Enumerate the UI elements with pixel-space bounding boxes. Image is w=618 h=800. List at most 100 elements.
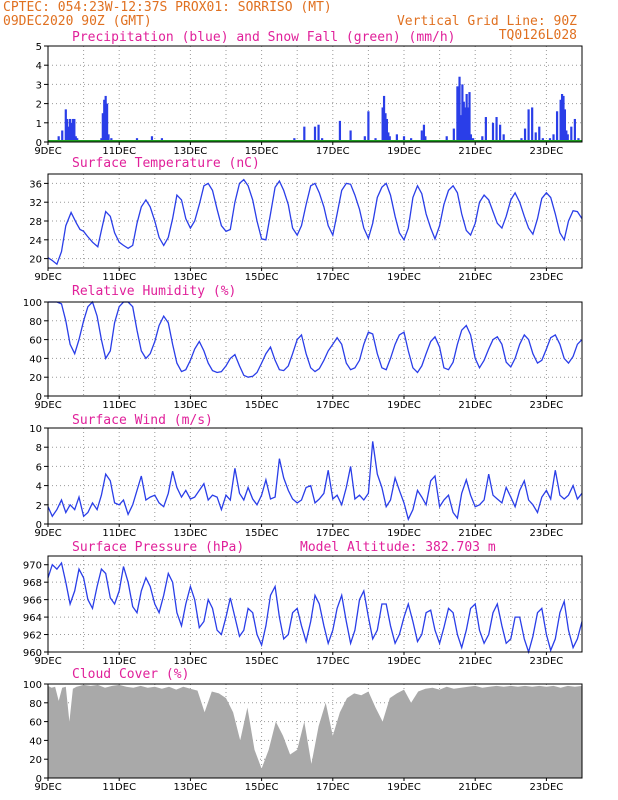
precip-bar bbox=[502, 134, 505, 142]
precip-xtick-label: 11DEC bbox=[102, 146, 136, 157]
precip-bar bbox=[73, 118, 76, 142]
precip-xtick-label: 23DEC bbox=[530, 146, 564, 157]
cloud-xtick-label: 13DEC bbox=[174, 782, 208, 793]
pres-ytick-label: 962 bbox=[23, 631, 42, 642]
pres-xtick-label: 19DEC bbox=[387, 656, 421, 667]
pres-xtick-label: 17DEC bbox=[316, 656, 350, 667]
precip-bar bbox=[573, 118, 576, 142]
cloud-xtick-label: 19DEC bbox=[387, 782, 421, 793]
cloud-xtick-label: 21DEC bbox=[458, 782, 492, 793]
wind-xtick-label: 19DEC bbox=[387, 528, 421, 539]
precip-bar bbox=[388, 136, 391, 142]
wind-ytick-label: 8 bbox=[36, 443, 42, 454]
temp-xtick-label: 11DEC bbox=[102, 272, 136, 283]
wind-panel: 0 2 4 6 8 10 9DEC 11DEC 13DEC 15DEC 17DEC 19DEC 21DE… bbox=[29, 424, 583, 539]
precip-bar bbox=[563, 109, 567, 142]
temp-xtick-label: 21DEC bbox=[458, 272, 492, 283]
precip-bar bbox=[74, 136, 77, 142]
cloud-ytick-label: 100 bbox=[23, 680, 42, 691]
wind-ytick-label: 0 bbox=[36, 520, 42, 531]
rh-ytick-label: 60 bbox=[29, 336, 42, 347]
wind-xtick-label: 11DEC bbox=[102, 528, 136, 539]
cloud-ytick-label: 20 bbox=[29, 755, 42, 766]
temp-title: Surface Temperature (nC) bbox=[72, 156, 260, 171]
precip-bar bbox=[381, 107, 384, 142]
temp-line bbox=[47, 178, 583, 266]
precip-bar bbox=[531, 107, 534, 142]
wind-xtick-label: 13DEC bbox=[174, 528, 208, 539]
precip-bar bbox=[555, 111, 559, 142]
precip-bar bbox=[104, 95, 107, 142]
precip-bar bbox=[64, 109, 67, 142]
precip-bar bbox=[491, 122, 495, 142]
pres-altitude: Model Altitude: 382.703 m bbox=[300, 540, 496, 555]
temp-xtick-label: 15DEC bbox=[245, 272, 279, 283]
precip-bar bbox=[313, 126, 317, 142]
pres-xtick-label: 21DEC bbox=[458, 656, 492, 667]
temp-panel: 20 24 28 32 36 9DEC 11DEC 13DEC 15DEC 17DEC 19DEC 2… bbox=[29, 173, 583, 283]
rh-panel: 0 20 40 60 80 100 9DEC 11DEC 13DEC 15DEC 17DEC 19DE… bbox=[23, 298, 583, 411]
pres-panel: 960 962 964 966 968 970 9DEC 11DEC 13DEC 15DEC 17D… bbox=[23, 555, 583, 667]
precip-bar bbox=[570, 126, 573, 142]
pres-ytick-label: 966 bbox=[23, 596, 42, 607]
precip-bar bbox=[420, 130, 423, 142]
wind-xtick-label: 21DEC bbox=[458, 528, 492, 539]
temp-ytick-label: 24 bbox=[29, 236, 42, 247]
precip-ytick-label: 2 bbox=[36, 100, 42, 111]
cloud-xtick-label: 9DEC bbox=[34, 782, 61, 793]
precip-ytick-label: 1 bbox=[36, 119, 42, 130]
precip-xtick-label: 17DEC bbox=[316, 146, 350, 157]
cloud-ytick-label: 0 bbox=[36, 774, 42, 785]
precip-bar bbox=[523, 128, 527, 142]
precip-ytick-label: 0 bbox=[36, 138, 42, 149]
precip-bar bbox=[385, 118, 389, 142]
temp-ytick-label: 20 bbox=[29, 255, 42, 266]
precip-bar bbox=[534, 132, 537, 142]
wind-ytick-label: 4 bbox=[36, 482, 42, 493]
precip-bar bbox=[107, 134, 110, 142]
panels: 0 1 2 3 4 5 9DEC 11DEC 13DEC 15DEC 17DEC 19DEC 21DEC… bbox=[23, 42, 583, 793]
wind-xtick-label: 23DEC bbox=[530, 528, 564, 539]
cloud-xtick-label: 17DEC bbox=[316, 782, 350, 793]
precip-bar bbox=[103, 99, 106, 142]
rh-ytick-label: 0 bbox=[36, 392, 42, 403]
precip-bar bbox=[150, 136, 154, 142]
temp-ytick-label: 36 bbox=[29, 179, 42, 190]
rh-xtick-label: 21DEC bbox=[458, 400, 492, 411]
precip-bar bbox=[445, 136, 448, 142]
precip-bar bbox=[384, 113, 387, 142]
precip-bar bbox=[57, 136, 60, 142]
rh-xtick-label: 9DEC bbox=[34, 400, 61, 411]
precip-xtick-label: 13DEC bbox=[174, 146, 208, 157]
precip-bar bbox=[484, 117, 487, 142]
precip-bar bbox=[395, 134, 398, 142]
precip-bar bbox=[559, 99, 562, 142]
rh-ytick-label: 100 bbox=[23, 298, 42, 309]
rh-xtick-label: 19DEC bbox=[387, 400, 421, 411]
wind-ytick-label: 10 bbox=[29, 424, 42, 435]
precip-bar bbox=[462, 101, 465, 142]
cloud-ytick-label: 40 bbox=[29, 736, 42, 747]
cloud-ytick-label: 60 bbox=[29, 718, 42, 729]
precip-bar bbox=[456, 86, 459, 142]
pres-xtick-label: 23DEC bbox=[530, 656, 564, 667]
precip-bar bbox=[422, 124, 426, 142]
wind-line bbox=[47, 441, 583, 522]
wind-frame bbox=[47, 427, 583, 525]
rh-title: Relative Humidity (%) bbox=[72, 284, 236, 299]
temp-ytick-label: 32 bbox=[29, 198, 42, 209]
precip-ytick-label: 4 bbox=[36, 61, 42, 72]
wind-title: Surface Wind (m/s) bbox=[72, 413, 213, 428]
precip-bar bbox=[67, 126, 70, 142]
precip-frame bbox=[47, 45, 583, 143]
precip-bar bbox=[382, 95, 386, 142]
rh-xtick-label: 11DEC bbox=[102, 400, 136, 411]
cloud-xtick-label: 15DEC bbox=[245, 782, 279, 793]
temp-xtick-label: 9DEC bbox=[34, 272, 61, 283]
header-run: 09DEC2020 90Z (GMT) bbox=[3, 14, 152, 29]
precip-bar bbox=[303, 126, 306, 142]
temp-xtick-label: 17DEC bbox=[316, 272, 350, 283]
precip-bar bbox=[552, 134, 555, 142]
precip-bar bbox=[66, 118, 69, 142]
cloud-area bbox=[48, 684, 582, 778]
